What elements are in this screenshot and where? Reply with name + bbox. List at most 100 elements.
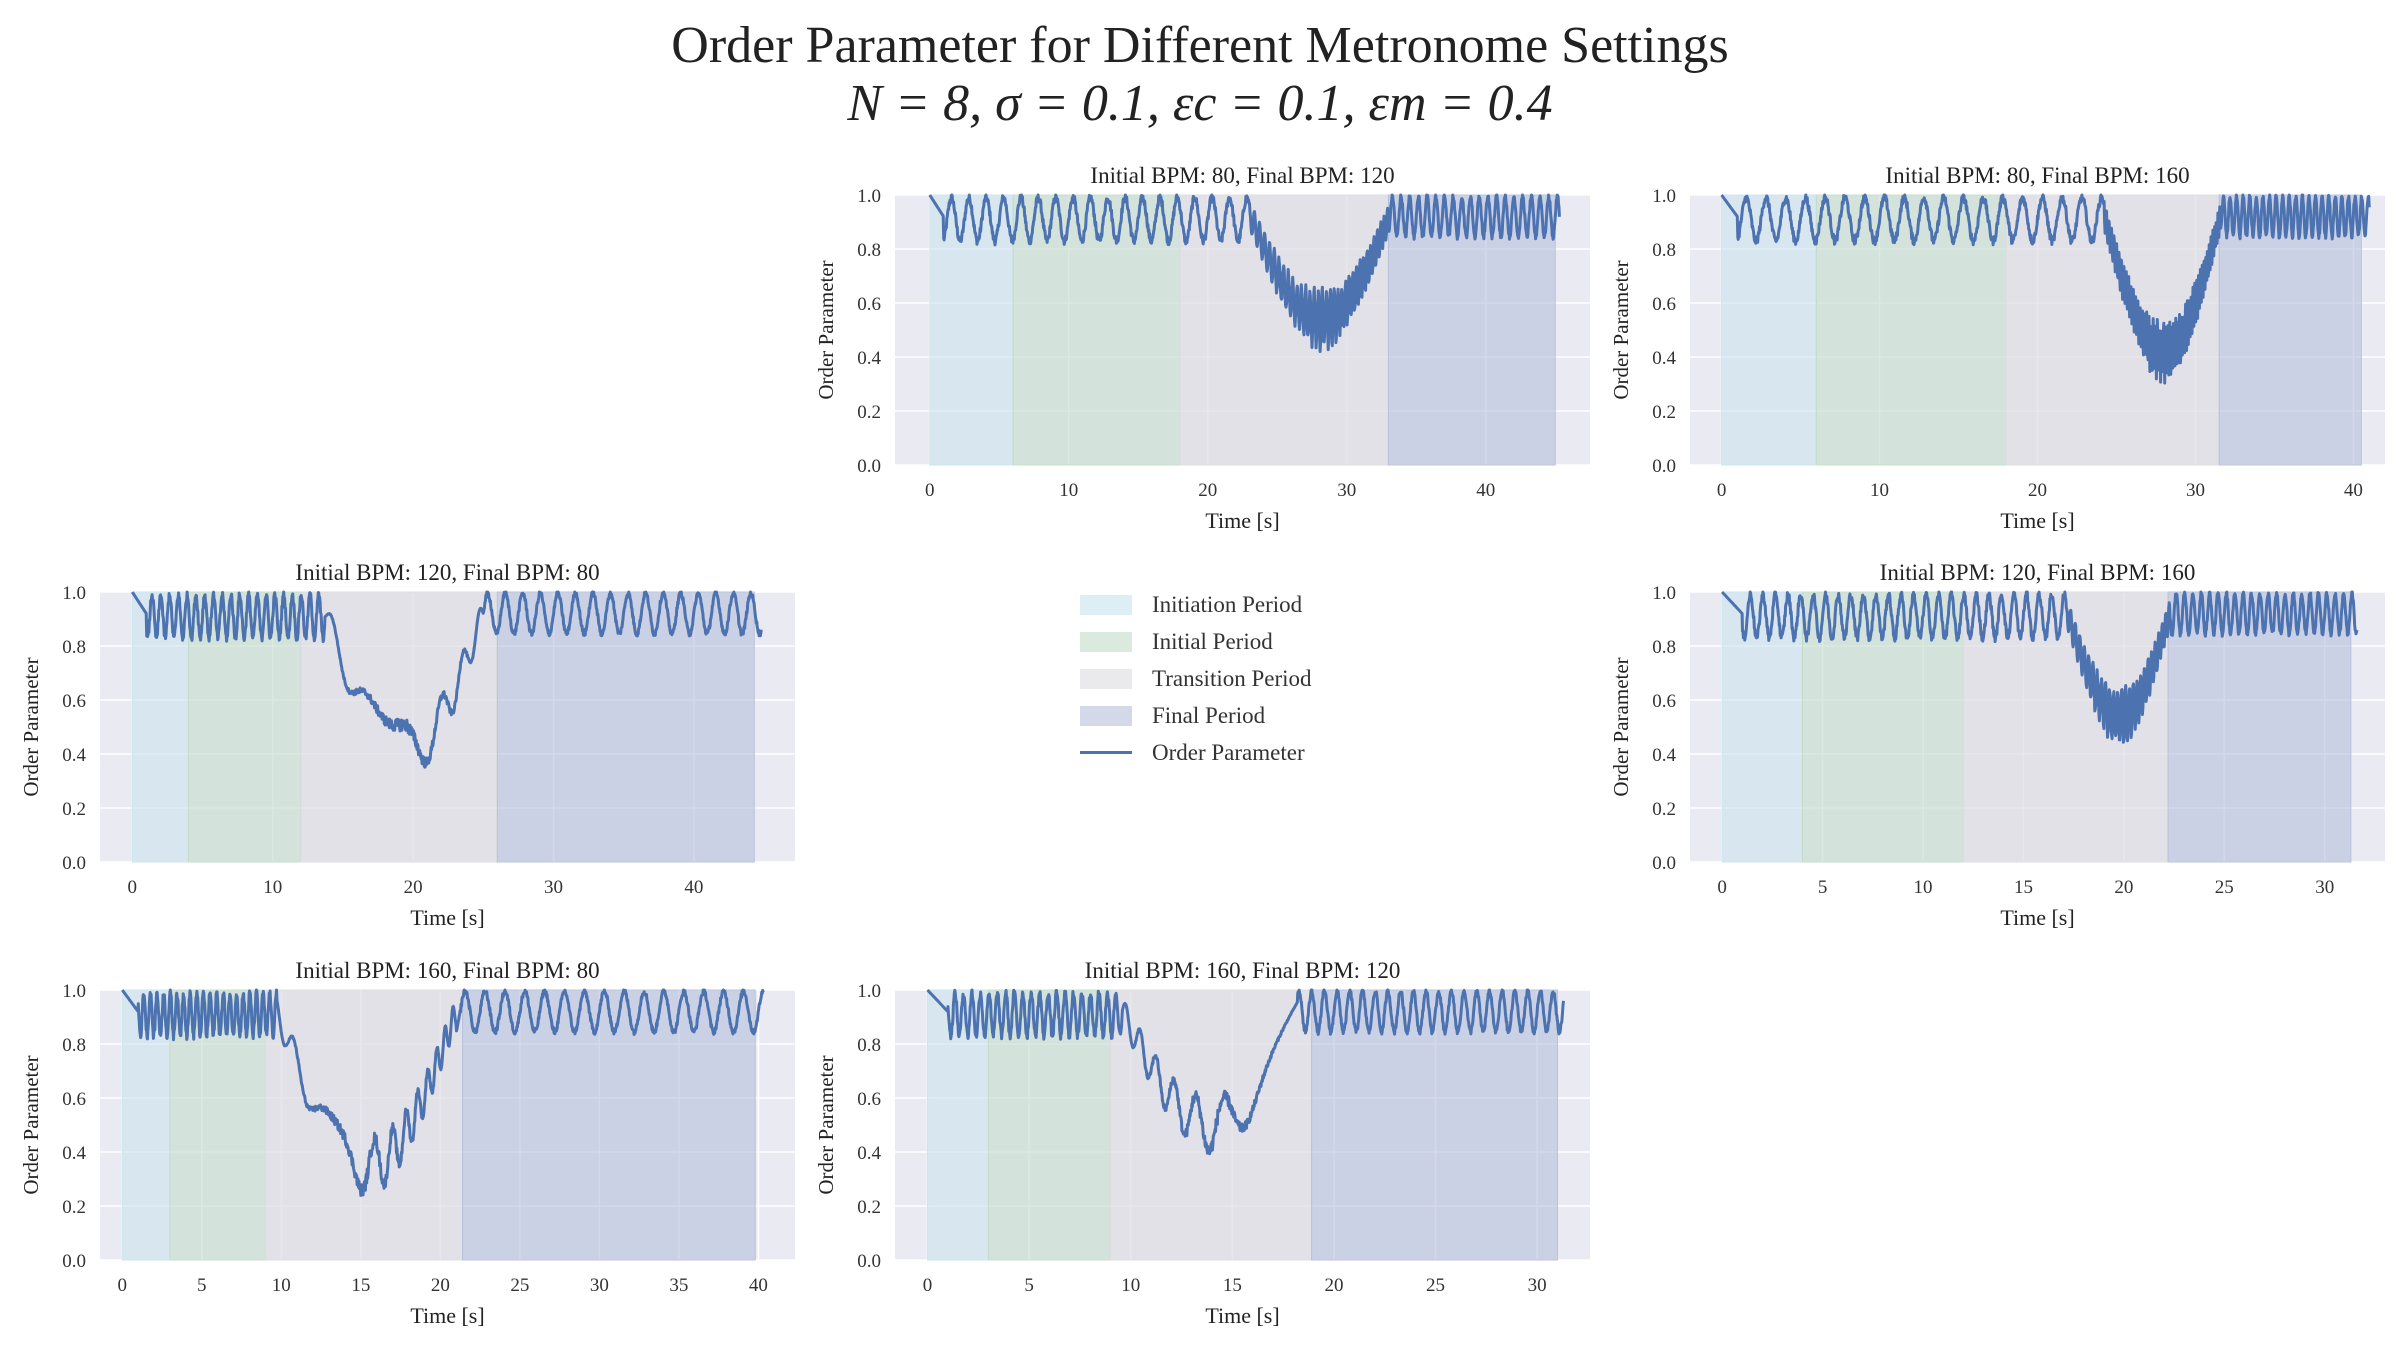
y-tick-label: 0.4: [857, 1143, 881, 1164]
subplot-1: 0.0 0.2 0.4 0.6 0.8 1.0 0 10 20 30 40 Initial BPM: …: [814, 163, 1590, 533]
span-transition-period: [1179, 194, 1389, 466]
y-tick-label: 1.0: [857, 981, 881, 1002]
y-tick-label: 0.2: [857, 1197, 881, 1218]
legend-line-order-parameter: [1080, 751, 1132, 754]
x-axis-label: Time [s]: [2000, 905, 2074, 930]
y-tick-label: 0.4: [62, 745, 86, 766]
y-axis-label: Order Parameter: [1609, 657, 1633, 796]
y-axis-label: Order Parameter: [19, 657, 43, 796]
y-tick-label: 0.6: [1652, 691, 1676, 712]
x-tick-label: 0: [1717, 877, 1727, 898]
order-parameter-line: [1721, 590, 2359, 744]
y-tick-label: 0.4: [1652, 348, 1676, 369]
span-initiation-period: [1721, 591, 1803, 863]
subplot-title: Initial BPM: 160, Final BPM: 120: [1085, 958, 1401, 983]
y-axis-label: Order Parameter: [1609, 260, 1633, 399]
legend-label: Initial Period: [1152, 628, 1273, 654]
x-axis-label: Time [s]: [410, 1303, 484, 1328]
subplot-4: 0.0 0.2 0.4 0.6 0.8 1.0 0 5 10 15 20 25 30 Initial BP…: [1609, 560, 2385, 930]
x-tick-label: 0: [118, 1275, 128, 1296]
x-tick-label: 0: [925, 480, 935, 501]
legend-swatch-initial: [1080, 631, 1132, 652]
legend-swatch-initiation: [1080, 594, 1132, 615]
order-parameter-line: [130, 590, 763, 769]
legend-label: Final Period: [1152, 702, 1266, 728]
span-initiation-period: [1721, 194, 1817, 466]
x-axis-label: Time [s]: [2000, 508, 2074, 533]
span-transition-period: [264, 989, 464, 1261]
y-tick-label: 0.8: [62, 637, 86, 658]
legend-item-transition: Transition Period: [1080, 660, 1380, 697]
span-final-period: [462, 989, 756, 1261]
x-tick-label: 5: [197, 1275, 207, 1296]
y-tick-label: 0.6: [1652, 294, 1676, 315]
y-tick-label: 0.6: [62, 691, 86, 712]
order-parameter-line: [928, 193, 1561, 353]
x-tick-label: 10: [263, 877, 282, 898]
subplot-title: Initial BPM: 80, Final BPM: 120: [1090, 163, 1394, 188]
x-tick-label: 40: [749, 1275, 768, 1296]
legend-swatch-transition: [1080, 668, 1132, 689]
legend-item-order-parameter: Order Parameter: [1080, 734, 1380, 771]
span-final-period: [496, 591, 755, 863]
y-tick-label: 1.0: [62, 583, 86, 604]
legend-item-initiation: Initiation Period: [1080, 586, 1380, 623]
x-tick-label: 30: [2186, 480, 2205, 501]
x-tick-label: 40: [684, 877, 703, 898]
subplot-6: 0.0 0.2 0.4 0.6 0.8 1.0 0 5 10 15 20 25 30 Initial BP…: [814, 958, 1590, 1328]
y-tick-label: 0.2: [1652, 799, 1676, 820]
y-tick-label: 0.8: [1652, 637, 1676, 658]
order-parameter-line: [1720, 193, 2371, 385]
x-tick-label: 30: [544, 877, 563, 898]
y-tick-label: 0.8: [1652, 240, 1676, 261]
y-tick-label: 0.2: [62, 1197, 86, 1218]
legend-item-initial: Initial Period: [1080, 623, 1380, 660]
figure-title: Order Parameter for Different Metronome …: [671, 17, 1729, 74]
legend: Initiation Period Initial Period Transit…: [1080, 586, 1380, 771]
span-final-period: [2218, 194, 2362, 466]
x-tick-label: 15: [1223, 1275, 1242, 1296]
legend-item-final: Final Period: [1080, 697, 1380, 734]
y-tick-label: 0.2: [857, 402, 881, 423]
span-final-period: [2167, 591, 2352, 863]
x-tick-label: 35: [669, 1275, 688, 1296]
y-tick-label: 0.0: [857, 1251, 881, 1272]
y-tick-label: 0.6: [857, 1089, 881, 1110]
y-tick-label: 0.0: [857, 456, 881, 477]
x-tick-label: 0: [128, 877, 138, 898]
y-tick-label: 0.0: [62, 1251, 86, 1272]
x-tick-label: 5: [1024, 1275, 1034, 1296]
x-tick-label: 10: [1914, 877, 1933, 898]
legend-swatch-final: [1080, 705, 1132, 726]
x-tick-label: 20: [2114, 877, 2133, 898]
y-tick-label: 1.0: [857, 186, 881, 207]
subplot-title: Initial BPM: 120, Final BPM: 80: [295, 560, 599, 585]
order-parameter-line: [121, 988, 765, 1197]
x-tick-label: 10: [272, 1275, 291, 1296]
x-tick-label: 0: [1717, 480, 1727, 501]
y-tick-label: 0.4: [857, 348, 881, 369]
x-tick-label: 20: [2028, 480, 2047, 501]
subplot-title: Initial BPM: 120, Final BPM: 160: [1880, 560, 2196, 585]
subplot-5: 0.0 0.2 0.4 0.6 0.8 1.0 0 5 10 15 20 25 30 35 40 Initia…: [19, 958, 795, 1328]
x-tick-label: 10: [1059, 480, 1078, 501]
y-tick-label: 0.8: [857, 240, 881, 261]
x-tick-label: 25: [1426, 1275, 1445, 1296]
y-tick-label: 0.2: [1652, 402, 1676, 423]
y-tick-label: 0.2: [62, 799, 86, 820]
x-axis-label: Time [s]: [1205, 508, 1279, 533]
y-tick-label: 0.6: [857, 294, 881, 315]
y-tick-label: 0.0: [1652, 456, 1676, 477]
x-tick-label: 0: [923, 1275, 933, 1296]
subplot-3: 0.0 0.2 0.4 0.6 0.8 1.0 0 10 20 30 40 Initial BPM: …: [19, 560, 795, 930]
x-tick-label: 25: [510, 1275, 529, 1296]
y-tick-label: 0.8: [857, 1035, 881, 1056]
order-parameter-line: [926, 988, 1566, 1156]
subplot-title: Initial BPM: 80, Final BPM: 160: [1885, 163, 2189, 188]
y-tick-label: 0.0: [62, 853, 86, 874]
x-tick-label: 40: [1476, 480, 1495, 501]
y-tick-label: 0.4: [1652, 745, 1676, 766]
x-tick-label: 10: [1121, 1275, 1140, 1296]
